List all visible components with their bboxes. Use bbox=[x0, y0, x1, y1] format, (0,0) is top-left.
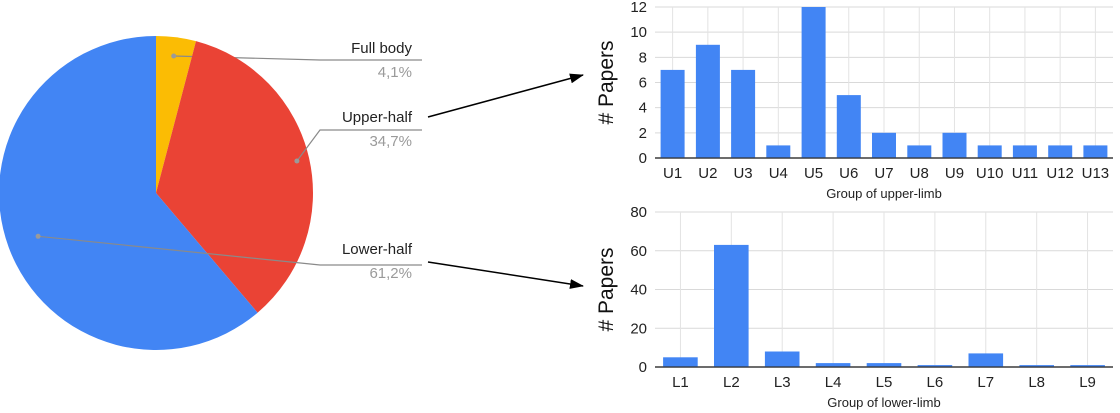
lower-limb-x-tick-label: L1 bbox=[672, 374, 689, 391]
upper-limb-x-tick-label: U9 bbox=[945, 165, 964, 182]
upper-half-arrow bbox=[427, 73, 584, 118]
upper-limb-x-tick-label: U12 bbox=[1046, 165, 1074, 182]
lower-limb-x-tick-label: L9 bbox=[1079, 374, 1096, 391]
connector-arrows bbox=[427, 73, 584, 289]
upper-limb-y-tick-label: 8 bbox=[639, 49, 647, 66]
lower-limb-bar-l7 bbox=[968, 353, 1004, 367]
upper-limb-bar-u11 bbox=[1012, 145, 1037, 158]
upper-limb-bar-u3 bbox=[731, 69, 756, 158]
lower-limb-x-tick-label: L2 bbox=[723, 374, 740, 391]
lower-limb-y-axis-title: # Papers bbox=[595, 247, 618, 331]
pie-leader-dot-upper-half bbox=[294, 158, 300, 164]
upper-limb-y-tick-label: 4 bbox=[639, 100, 647, 117]
lower-limb-y-tick-label: 40 bbox=[630, 282, 647, 299]
lower-limb-y-tick-label: 80 bbox=[630, 204, 647, 221]
lower-limb-x-tick-label: L7 bbox=[977, 374, 994, 391]
lower-limb-bar-l2 bbox=[714, 244, 749, 367]
upper-limb-bar-u10 bbox=[977, 145, 1002, 158]
upper-limb-x-tick-label: U1 bbox=[663, 165, 682, 182]
upper-limb-x-tick-label: U11 bbox=[1012, 165, 1038, 182]
upper-limb-x-tick-label: U2 bbox=[698, 165, 717, 182]
lower-limb-x-tick-label: L5 bbox=[876, 374, 893, 391]
lower-limb-bar-l1 bbox=[663, 357, 698, 367]
upper-limb-y-tick-label: 10 bbox=[630, 24, 647, 41]
lower-limb-x-axis-title: Group of lower-limb bbox=[827, 395, 940, 410]
upper-limb-x-tick-label: U7 bbox=[874, 165, 893, 182]
upper-limb-x-tick-label: U3 bbox=[733, 165, 752, 182]
upper-limb-y-tick-label: 6 bbox=[639, 75, 647, 92]
pie-label-upper-half: Upper-half bbox=[342, 109, 413, 126]
lower-limb-y-tick-label: 20 bbox=[630, 320, 647, 337]
lower-limb-y-tick-label: 60 bbox=[630, 243, 647, 260]
upper-limb-y-tick-label: 12 bbox=[630, 0, 647, 16]
lower-limb-bar-l5 bbox=[866, 363, 902, 367]
pie-percent-upper-half: 34,7% bbox=[369, 133, 412, 150]
lower-limb-bar-chart: 0 20 40 60 80 L1 L2 L3 L4 L5 L6 L7 L8 L9 Group of lowe… bbox=[595, 204, 1113, 410]
lower-limb-x-tick-label: L3 bbox=[774, 374, 791, 391]
upper-limb-y-tick-label: 0 bbox=[639, 150, 647, 167]
upper-limb-x-axis-title: Group of upper-limb bbox=[826, 186, 942, 201]
upper-limb-bar-u2 bbox=[695, 44, 720, 159]
upper-limb-bar-chart: 0 2 4 6 8 10 12 U1 U2 U3 U4 U5 U6 U7 U8 U9 U10 U11 U12 U13 G… bbox=[595, 0, 1113, 201]
lower-limb-x-tick-label: L8 bbox=[1028, 374, 1045, 391]
pie-label-full-body: Full body bbox=[351, 40, 412, 57]
upper-limb-bar-u12 bbox=[1048, 145, 1073, 158]
lower-limb-bar-l8 bbox=[1019, 365, 1054, 367]
lower-limb-x-tick-label: L4 bbox=[825, 374, 842, 391]
lower-half-arrow bbox=[427, 261, 584, 289]
pie-leader-line-lower-half bbox=[38, 235, 422, 266]
upper-limb-x-tick-label: U6 bbox=[839, 165, 858, 182]
upper-limb-x-tick-label: U10 bbox=[976, 165, 1004, 182]
upper-limb-y-axis-title: # Papers bbox=[595, 40, 618, 124]
upper-limb-y-tick-label: 2 bbox=[639, 125, 647, 142]
upper-limb-x-tick-label: U8 bbox=[910, 165, 929, 182]
pie-chart: Full body 4,1% Upper-half 34,7% Lower-half 61… bbox=[0, 36, 422, 350]
pie-percent-full-body: 4,1% bbox=[378, 64, 412, 81]
upper-limb-x-tick-label: U13 bbox=[1082, 165, 1110, 182]
pie-leader-dot-full-body bbox=[171, 53, 177, 59]
upper-limb-x-tick-label: U4 bbox=[769, 165, 788, 182]
upper-limb-bar-u4 bbox=[766, 145, 791, 158]
upper-limb-x-tick-label: U5 bbox=[804, 165, 823, 182]
lower-limb-x-tick-label: L6 bbox=[927, 374, 944, 391]
lower-limb-bar-l9 bbox=[1070, 365, 1105, 367]
upper-limb-bar-u5 bbox=[801, 7, 826, 158]
upper-limb-bar-u1 bbox=[660, 69, 685, 158]
pie-slice-upper-half bbox=[156, 41, 313, 313]
upper-limb-bar-u13 bbox=[1083, 145, 1108, 158]
pie-percent-lower-half: 61,2% bbox=[369, 265, 412, 282]
pie-leader-line-upper-half bbox=[296, 129, 422, 162]
pie-label-lower-half: Lower-half bbox=[342, 241, 413, 258]
lower-limb-bar-l6 bbox=[917, 365, 953, 367]
pie-leader-dot-lower-half bbox=[35, 233, 41, 239]
lower-limb-bar-l4 bbox=[815, 363, 851, 367]
pie-slice-lower-half bbox=[0, 36, 258, 350]
upper-limb-bar-u7 bbox=[872, 132, 896, 158]
lower-limb-y-tick-label: 0 bbox=[639, 359, 647, 376]
pie-slice-full-body bbox=[156, 36, 196, 193]
lower-limb-bar-l3 bbox=[764, 351, 800, 367]
upper-limb-bar-u9 bbox=[942, 132, 967, 158]
upper-limb-bar-u6 bbox=[836, 95, 861, 158]
upper-limb-bar-u8 bbox=[907, 145, 932, 158]
